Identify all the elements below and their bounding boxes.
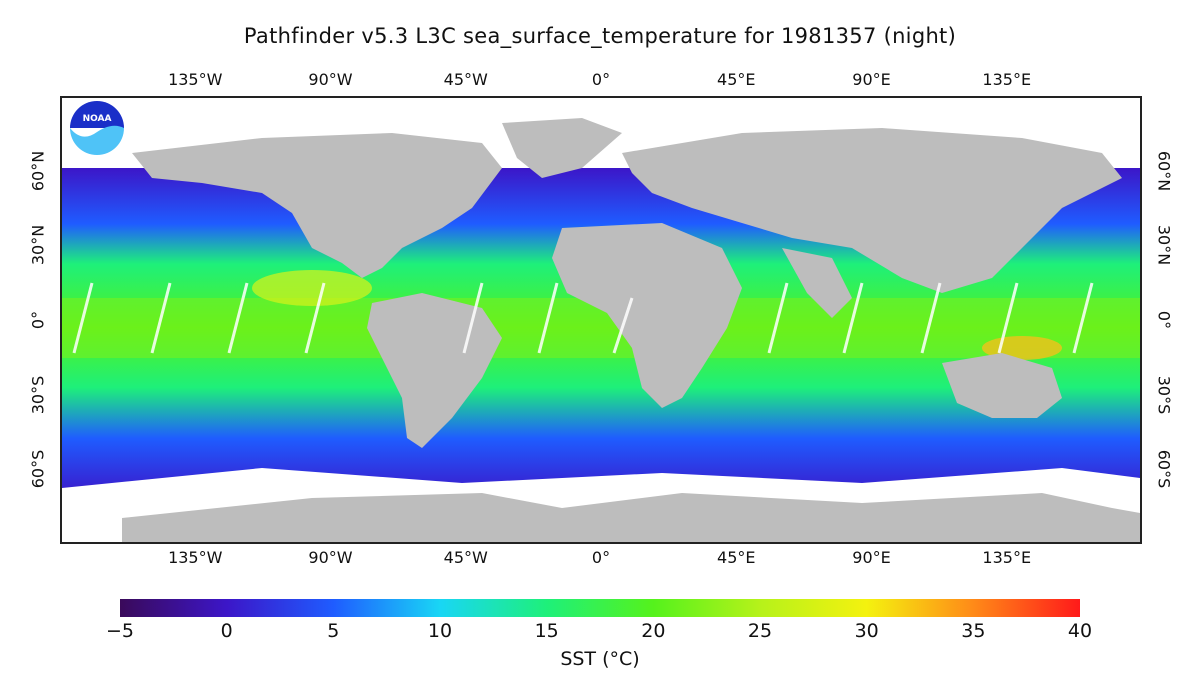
- colorbar-tick-5: 20: [641, 620, 666, 642]
- colorbar-tick-1: 0: [220, 620, 233, 642]
- colorbar-tick-8: 35: [961, 620, 986, 642]
- lat-label-right-1: 30°N: [1154, 225, 1174, 266]
- india-land: [782, 248, 852, 318]
- lon-label-bottom-3: 0°: [591, 548, 611, 567]
- noaa-logo-text: NOAA: [83, 114, 112, 124]
- lon-label-bottom-2: 45°W: [443, 548, 488, 567]
- lon-label-bottom-5: 90°E: [852, 548, 891, 567]
- lon-label-bottom-0: 135°W: [168, 548, 223, 567]
- lon-label-bottom-1: 90°W: [308, 548, 353, 567]
- lon-label-top-6: 135°E: [982, 70, 1032, 89]
- lon-label-top-3: 0°: [591, 70, 611, 89]
- lat-label-right-2: 0°: [1154, 310, 1174, 330]
- lon-label-top-5: 90°E: [852, 70, 891, 89]
- australia-land: [942, 353, 1062, 418]
- lat-label-right-3: 30°S: [1154, 375, 1174, 414]
- colorbar-tick-2: 5: [327, 620, 340, 642]
- north-america-land: [132, 133, 502, 278]
- lat-label-left-0: 60°N: [28, 150, 48, 191]
- warm-patch-pacific: [252, 270, 372, 306]
- map-title: Pathfinder v5.3 L3C sea_surface_temperat…: [243, 24, 957, 48]
- colorbar: [120, 599, 1080, 617]
- lat-label-left-4: 60°S: [28, 450, 48, 489]
- lon-label-top-0: 135°W: [168, 70, 223, 89]
- lon-label-top-1: 90°W: [308, 70, 353, 89]
- colorbar-gradient: [120, 599, 1080, 617]
- sst-map-canvas: [62, 98, 1140, 542]
- sst-map: [60, 96, 1142, 544]
- colorbar-tick-4: 15: [534, 620, 559, 642]
- noaa-logo-sky: [70, 101, 124, 128]
- antarctica-land: [122, 493, 1140, 542]
- colorbar-tick-7: 30: [854, 620, 879, 642]
- noaa-logo: NOAA: [70, 101, 124, 155]
- swath-gaps: [72, 282, 1094, 354]
- africa-land: [552, 223, 742, 408]
- lat-label-left-2: 0°: [28, 310, 48, 330]
- lat-label-left-1: 30°N: [28, 225, 48, 266]
- lon-label-top-2: 45°W: [443, 70, 488, 89]
- colorbar-tick-0: −5: [105, 620, 135, 642]
- greenland-land: [502, 118, 622, 178]
- colorbar-label: SST (°C): [560, 648, 640, 670]
- colorbar-tick-9: 40: [1067, 620, 1093, 642]
- lat-label-right-0: 60°N: [1154, 150, 1174, 191]
- lon-label-bottom-6: 135°E: [982, 548, 1032, 567]
- lat-label-right-4: 60°S: [1154, 450, 1174, 489]
- colorbar-tick-6: 25: [747, 620, 773, 642]
- colorbar-tick-3: 10: [427, 620, 453, 642]
- lat-label-left-3: 30°S: [28, 375, 48, 414]
- eurasia-land: [622, 128, 1122, 293]
- lon-label-bottom-4: 45°E: [717, 548, 756, 567]
- lon-label-top-4: 45°E: [717, 70, 756, 89]
- noaa-logo-wave: [70, 125, 124, 155]
